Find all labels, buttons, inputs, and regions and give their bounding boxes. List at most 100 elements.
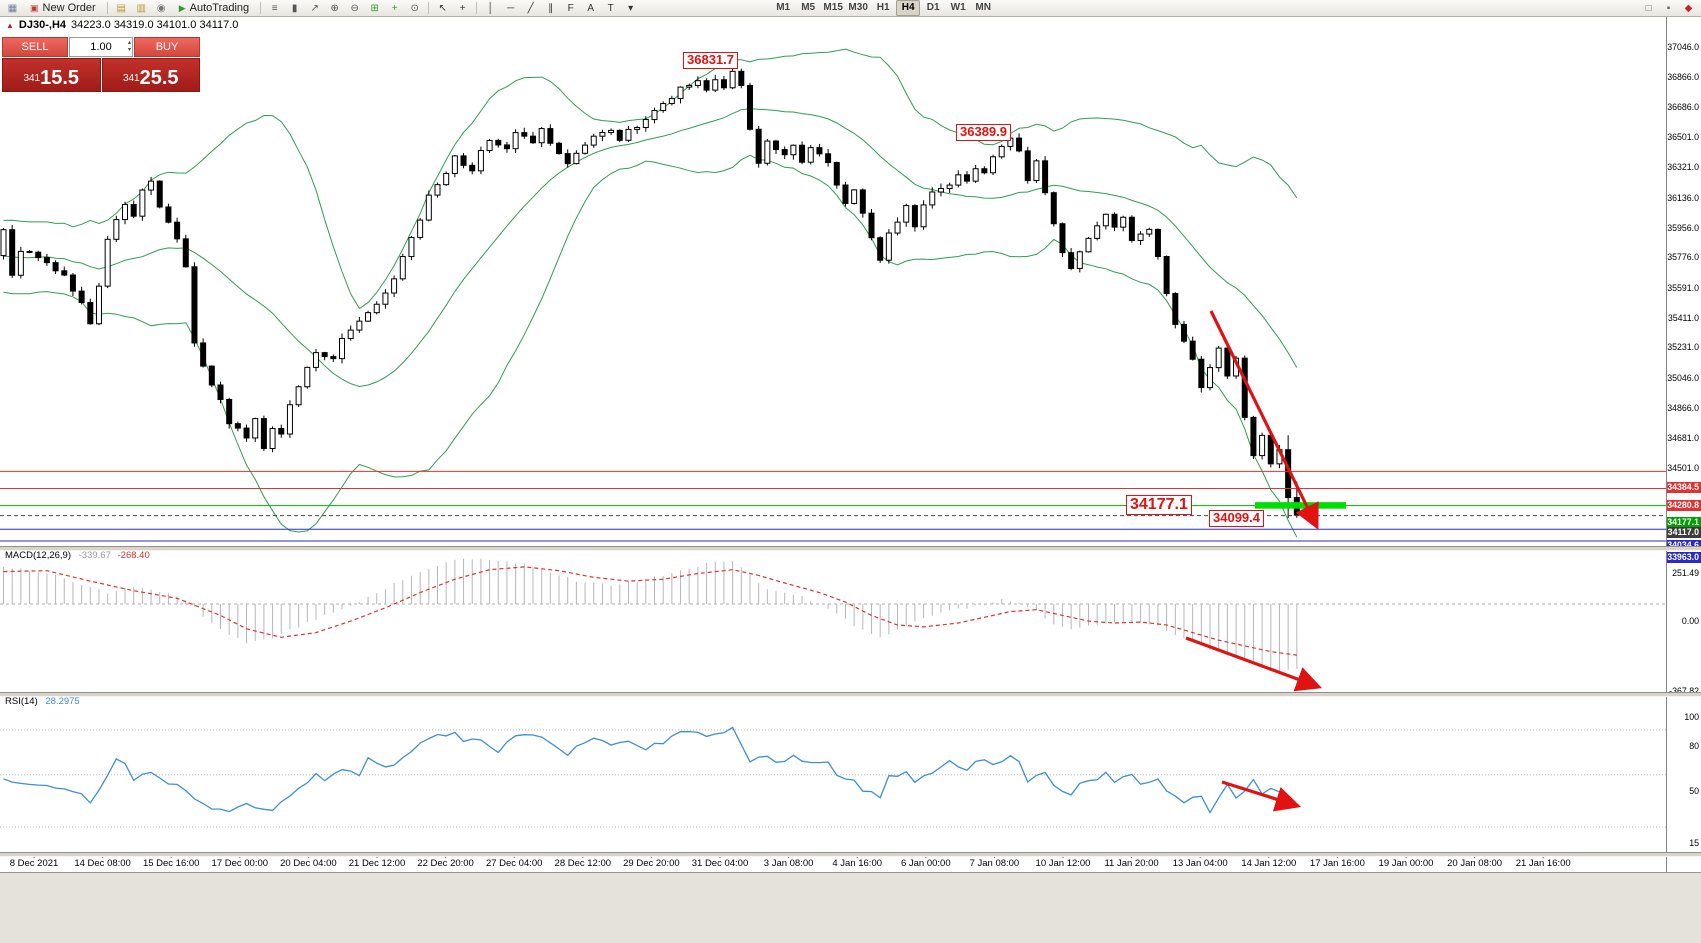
toolbar-separator (476, 2, 478, 14)
svg-text:21 Dec 12:00: 21 Dec 12:00 (349, 858, 406, 869)
time-axis-separator (0, 852, 1701, 857)
buy-price[interactable]: 341 25.5 (101, 58, 200, 92)
downtrend-arrow-macd (1185, 636, 1323, 692)
indicators-icon[interactable]: + (391, 2, 398, 14)
one-click-trading-panel: SELL 1.00 ▴ ▾ BUY 341 15.5 341 25.5 (2, 37, 200, 92)
label-icon[interactable]: T (607, 2, 614, 14)
macd-scale-label: -367.82 (1669, 685, 1699, 696)
tf-button-D1[interactable]: D1 (926, 2, 940, 13)
svg-text:4 Jan 16:00: 4 Jan 16:00 (832, 858, 882, 869)
svg-text:10 Jan 12:00: 10 Jan 12:00 (1036, 858, 1091, 869)
price-scale-label: 37046.0 (1667, 42, 1699, 53)
zoom-in-icon[interactable]: ⊕ (330, 2, 339, 14)
rsi-scale-label: 15 (1689, 838, 1699, 849)
price-level-label: 34177.1 (1667, 516, 1701, 528)
app-icon[interactable]: ◆ (1684, 2, 1693, 14)
price-level-label: 33963.0 (1667, 552, 1701, 564)
channel-icon[interactable]: ∥ (548, 2, 554, 14)
tf-button-MN[interactable]: MN (975, 2, 991, 13)
price-big-digits: 25.5 (139, 67, 179, 89)
autotrading-button[interactable]: ▶ AutoTrading (172, 0, 256, 17)
new-chart-icon[interactable]: ▦ (7, 2, 18, 14)
periods-icon[interactable]: ⊙ (410, 2, 419, 14)
chart-background (0, 17, 1666, 872)
sell-button[interactable]: SELL (2, 37, 68, 57)
tf-button-W1[interactable]: W1 (950, 2, 966, 13)
buy-button[interactable]: BUY (134, 37, 200, 57)
sell-price[interactable]: 341 15.5 (2, 58, 101, 92)
svg-text:28 Dec 12:00: 28 Dec 12:00 (555, 858, 612, 869)
bottom-panel-area (0, 872, 1701, 943)
price-prefix: 341 (122, 73, 140, 84)
toolbar: ▦ ▣ New Order ▤ ▥ ◉ ▶ AutoTrading ≡ ▮ ↗ ⊕ ⊖ ⊞ + ⊙ ↖ + │ ─ ╱ ∥… (0, 0, 1701, 17)
crosshair-icon[interactable]: + (459, 2, 466, 14)
macd-signal-value: -268.40 (117, 550, 150, 561)
price-level-label: 34117.0 (1667, 526, 1701, 538)
price-scale[interactable]: 37046.0 36866.0 36686.0 36501.0 36321.0 36136… (1666, 17, 1701, 872)
tile-windows-icon[interactable]: ⊞ (370, 2, 379, 14)
svg-text:21 Jan 16:00: 21 Jan 16:00 (1516, 858, 1571, 869)
candles (0, 67, 1300, 518)
price-callout[interactable]: 34177.1 (1126, 495, 1192, 516)
cursor-icon[interactable]: ↖ (438, 2, 447, 14)
volume-input[interactable]: 1.00 ▴ ▾ (69, 37, 133, 57)
chart-window-icon[interactable]: □ (1645, 2, 1652, 14)
downtrend-arrow-main (1209, 310, 1319, 530)
fibonacci-icon[interactable]: F (567, 2, 574, 14)
price-level-label: 34384.5 (1667, 482, 1701, 494)
svg-text:11 Jan 20:00: 11 Jan 20:00 (1104, 858, 1158, 869)
text-icon[interactable]: A (587, 2, 594, 14)
price-callout[interactable]: 34099.4 (1209, 510, 1264, 527)
price-level-label: 34034.6 (1667, 540, 1701, 552)
rsi-indicator-label: RSI(14) 28.2975 (5, 696, 80, 707)
docking-icon[interactable]: ▪ (1666, 2, 1671, 14)
timeframe-toolbar: M1 M5 M15 M30 H1 H4 D1 W1 MN (771, 0, 995, 16)
candlestick-type-icon[interactable]: ▮ (291, 2, 298, 14)
tf-button-M5[interactable]: M5 (801, 2, 816, 13)
trend-arrows[interactable] (1185, 310, 1323, 812)
autotrading-button-label: AutoTrading (189, 2, 250, 14)
svg-text:6 Jan 00:00: 6 Jan 00:00 (901, 858, 951, 869)
price-callout[interactable]: 36831.7 (683, 52, 738, 69)
price-callout[interactable]: 36389.9 (956, 124, 1011, 141)
zoom-out-icon[interactable]: ⊖ (350, 2, 359, 14)
new-order-button-label: New Order (42, 2, 96, 14)
new-order-button[interactable]: ▣ New Order (23, 0, 103, 17)
svg-text:14 Dec 08:00: 14 Dec 08:00 (74, 858, 131, 869)
svg-text:14 Jan 12:00: 14 Jan 12:00 (1241, 858, 1296, 869)
volume-down-button[interactable]: ▾ (127, 47, 131, 53)
bar-chart-type-icon[interactable]: ≡ (271, 2, 278, 14)
price-levels (0, 470, 1666, 542)
shapes-icon[interactable]: ▾ (628, 2, 634, 14)
chart-canvas[interactable]: 8 Dec 2021 14 Dec 08:00 15 Dec 16:00 17 Dec… (0, 17, 1666, 872)
line-chart-type-icon[interactable]: ↗ (310, 2, 319, 14)
macd-indicator-label: MACD(12,26,9) -339.67 -268.40 (5, 550, 150, 561)
symbol-ohlc-info: ▲ DJ30-,H4 34223.0 34319.0 34101.0 34117… (6, 19, 238, 31)
rsi-value: 28.2975 (45, 696, 80, 707)
symbol-icon: ▲ (6, 20, 14, 30)
tf-button-H1[interactable]: H1 (876, 2, 890, 13)
tf-button-M15[interactable]: M15 (823, 2, 843, 13)
price-scale-label: 36136.0 (1667, 192, 1699, 203)
symbol-ohlc: 34223.0 34319.0 34101.0 34117.0 (71, 19, 239, 31)
svg-text:7 Jan 08:00: 7 Jan 08:00 (970, 858, 1020, 869)
svg-text:17 Dec 00:00: 17 Dec 00:00 (212, 858, 269, 869)
svg-text:31 Dec 04:00: 31 Dec 04:00 (692, 858, 749, 869)
macd-main-value: -339.67 (78, 550, 111, 561)
price-big-digits: 15.5 (40, 67, 80, 89)
price-scale-label: 35046.0 (1667, 373, 1699, 383)
vertical-line-icon[interactable]: │ (487, 2, 494, 14)
panel-separator[interactable] (0, 692, 1701, 697)
volume-up-button[interactable]: ▴ (127, 40, 131, 46)
panel-separator[interactable] (0, 546, 1701, 551)
data-window-icon[interactable]: ▥ (136, 2, 146, 14)
tf-button-M30[interactable]: M30 (848, 2, 868, 13)
trendline-icon[interactable]: ╱ (527, 2, 534, 14)
autotrading-button-icon: ▶ (178, 2, 186, 13)
tf-button-H4[interactable]: H4 (896, 0, 921, 16)
tf-button-M1[interactable]: M1 (776, 2, 791, 13)
chart-profiles-icon[interactable]: ▤ (116, 2, 126, 14)
horizontal-line-icon[interactable]: ─ (507, 2, 515, 14)
alerts-icon[interactable]: ◉ (156, 2, 166, 14)
